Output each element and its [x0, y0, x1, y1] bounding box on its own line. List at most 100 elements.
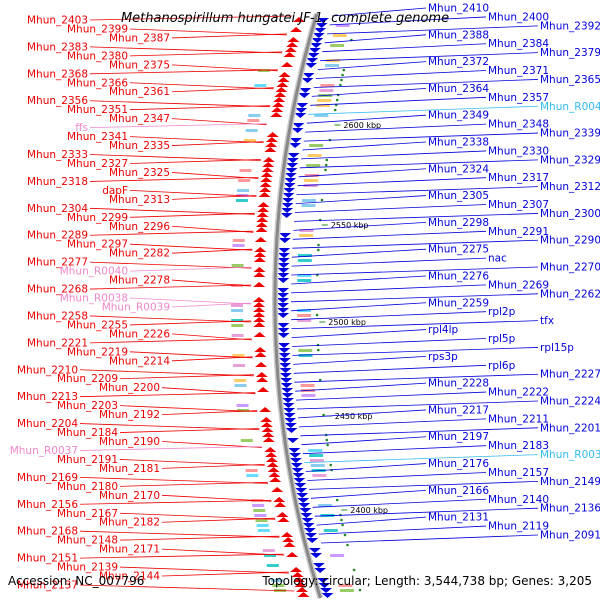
gene-label-mhun-2324[interactable]: Mhun_2324	[428, 163, 489, 175]
gene-label-mhun-2191[interactable]: Mhun_2191	[57, 454, 118, 466]
gene-label-mhun-2380[interactable]: Mhun_2380	[67, 50, 128, 62]
gene-label-mhun-2383[interactable]: Mhun_2383	[27, 41, 88, 53]
gene-label-mhun-2366[interactable]: Mhun_2366	[67, 77, 128, 89]
gene-label-mhun-2131[interactable]: Mhun_2131	[428, 512, 489, 524]
gene-label-mhun-2200[interactable]: Mhun_2200	[99, 382, 160, 394]
gene-label-mhun-2379[interactable]: Mhun_2379	[540, 47, 600, 59]
gene-label-mhun-2298[interactable]: Mhun_2298	[428, 217, 489, 229]
gene-label-mhun-2183[interactable]: Mhun_2183	[488, 440, 549, 452]
gene-label-mhun-2392[interactable]: Mhun_2392	[540, 20, 600, 32]
gene-label-rpl2p[interactable]: rpl2p	[488, 306, 516, 318]
gene-label-mhun-2203[interactable]: Mhun_2203	[57, 400, 118, 412]
gene-label-mhun-2166[interactable]: Mhun_2166	[428, 485, 489, 497]
gene-label-mhun-2221[interactable]: Mhun_2221	[27, 337, 88, 349]
gene-label-mhun-2305[interactable]: Mhun_2305	[428, 190, 489, 202]
gene-label-mhun-2167[interactable]: Mhun_2167	[57, 508, 118, 520]
gene-label-mhun-2227[interactable]: Mhun_2227	[540, 369, 600, 381]
gene-label-mhun-2278[interactable]: Mhun_2278	[109, 275, 170, 287]
gene-label-mhun-2348[interactable]: Mhun_2348	[488, 119, 549, 131]
gene-label-mhun-2356[interactable]: Mhun_2356	[27, 95, 88, 107]
gene-label-mhun-2190[interactable]: Mhun_2190	[99, 436, 160, 448]
gene-label-mhun-2217[interactable]: Mhun_2217	[428, 404, 489, 416]
gene-label-mhun-2262[interactable]: Mhun_2262	[540, 288, 600, 300]
gene-label-mhun-2371[interactable]: Mhun_2371	[488, 65, 549, 77]
gene-label-mhun-2296[interactable]: Mhun_2296	[109, 221, 170, 233]
gene-label-mhun-2375[interactable]: Mhun_2375	[109, 59, 170, 71]
gene-label-mhun-2400[interactable]: Mhun_2400	[488, 11, 549, 23]
rna-label-mhun-r0039[interactable]: Mhun_R0039	[102, 301, 170, 313]
gene-label-mhun-2180[interactable]: Mhun_2180	[57, 481, 118, 493]
gene-label-mhun-2300[interactable]: Mhun_2300	[540, 208, 600, 220]
gene-label-mhun-2364[interactable]: Mhun_2364	[428, 83, 489, 95]
gene-label-mhun-2269[interactable]: Mhun_2269	[488, 279, 549, 291]
gene-label-mhun-2388[interactable]: Mhun_2388	[428, 29, 489, 41]
gene-label-mhun-2289[interactable]: Mhun_2289	[27, 230, 88, 242]
gene-label-mhun-2192[interactable]: Mhun_2192	[99, 409, 160, 421]
gene-label-rpl15p[interactable]: rpl15p	[540, 342, 574, 354]
gene-label-mhun-2211[interactable]: Mhun_2211	[488, 413, 549, 425]
gene-label-mhun-2213[interactable]: Mhun_2213	[17, 391, 78, 403]
gene-label-mhun-2157[interactable]: Mhun_2157	[488, 467, 549, 479]
gene-label-mhun-2224[interactable]: Mhun_2224	[540, 396, 600, 408]
gene-label-mhun-2307[interactable]: Mhun_2307	[488, 199, 549, 211]
rna-label-ffs[interactable]: ffs	[75, 122, 88, 134]
gene-label-mhun-2144[interactable]: Mhun_2144	[99, 571, 160, 583]
gene-label-mhun-2149[interactable]: Mhun_2149	[540, 476, 600, 488]
gene-label-mhun-2170[interactable]: Mhun_2170	[99, 490, 160, 502]
gene-label-mhun-2228[interactable]: Mhun_2228	[428, 378, 489, 390]
gene-label-mhun-2276[interactable]: Mhun_2276	[428, 270, 489, 282]
gene-label-mhun-2329[interactable]: Mhun_2329	[540, 154, 600, 166]
gene-label-mhun-2275[interactable]: Mhun_2275	[428, 244, 489, 256]
gene-label-dapf[interactable]: dapF	[102, 185, 128, 197]
gene-label-mhun-2270[interactable]: Mhun_2270	[540, 262, 600, 274]
gene-label-mhun-2349[interactable]: Mhun_2349	[428, 110, 489, 122]
gene-label-mhun-2341[interactable]: Mhun_2341	[67, 131, 128, 143]
gene-label-mhun-2290[interactable]: Mhun_2290	[540, 235, 600, 247]
gene-label-mhun-2304[interactable]: Mhun_2304	[27, 203, 88, 215]
gene-label-mhun-2184[interactable]: Mhun_2184	[57, 427, 118, 439]
gene-label-mhun-2318[interactable]: Mhun_2318	[27, 176, 88, 188]
gene-label-nac[interactable]: nac	[488, 253, 507, 265]
gene-label-mhun-2197[interactable]: Mhun_2197	[428, 431, 489, 443]
gene-label-mhun-2259[interactable]: Mhun_2259	[428, 297, 489, 309]
gene-label-rpl6p[interactable]: rpl6p	[488, 360, 516, 372]
gene-label-mhun-2277[interactable]: Mhun_2277	[27, 257, 88, 269]
gene-label-mhun-2156[interactable]: Mhun_2156	[17, 499, 78, 511]
gene-label-rps3p[interactable]: rps3p	[428, 351, 458, 363]
gene-label-mhun-2399[interactable]: Mhun_2399	[67, 23, 128, 35]
gene-label-mhun-2169[interactable]: Mhun_2169	[17, 472, 78, 484]
gene-label-mhun-2282[interactable]: Mhun_2282	[109, 248, 170, 260]
gene-label-mhun-2176[interactable]: Mhun_2176	[428, 458, 489, 470]
gene-label-mhun-2361[interactable]: Mhun_2361	[109, 86, 170, 98]
gene-label-mhun-2325[interactable]: Mhun_2325	[109, 167, 170, 179]
gene-label-mhun-2119[interactable]: Mhun_2119	[488, 521, 549, 533]
rna-label-mhun-r0038[interactable]: Mhun_R0038	[60, 293, 128, 305]
gene-label-mhun-2357[interactable]: Mhun_2357	[488, 92, 549, 104]
gene-label-mhun-2333[interactable]: Mhun_2333	[27, 149, 88, 161]
gene-label-mhun-2291[interactable]: Mhun_2291	[488, 226, 549, 238]
gene-label-mhun-2204[interactable]: Mhun_2204	[17, 418, 78, 430]
gene-label-mhun-2339[interactable]: Mhun_2339	[540, 128, 600, 140]
gene-label-mhun-2384[interactable]: Mhun_2384	[488, 38, 549, 50]
gene-label-mhun-2219[interactable]: Mhun_2219	[67, 346, 128, 358]
gene-label-mhun-2347[interactable]: Mhun_2347	[109, 113, 170, 125]
gene-label-mhun-2410[interactable]: Mhun_2410	[428, 3, 489, 15]
gene-label-mhun-2209[interactable]: Mhun_2209	[57, 373, 118, 385]
gene-label-mhun-2091[interactable]: Mhun_2091	[540, 530, 600, 542]
gene-label-mhun-2335[interactable]: Mhun_2335	[109, 140, 170, 152]
gene-label-mhun-2210[interactable]: Mhun_2210	[17, 364, 78, 376]
rna-label-mhun-r0045[interactable]: Mhun_R0045	[540, 101, 600, 113]
gene-label-mhun-2201[interactable]: Mhun_2201	[540, 422, 600, 434]
gene-label-mhun-2168[interactable]: Mhun_2168	[17, 526, 78, 538]
rna-label-mhun-r0037[interactable]: Mhun_R0037	[10, 445, 78, 457]
gene-label-mhun-2330[interactable]: Mhun_2330	[488, 145, 549, 157]
gene-label-mhun-2365[interactable]: Mhun_2365	[540, 74, 600, 86]
gene-label-mhun-2222[interactable]: Mhun_2222	[488, 387, 549, 399]
gene-label-mhun-2148[interactable]: Mhun_2148	[57, 535, 118, 547]
gene-label-mhun-2226[interactable]: Mhun_2226	[109, 328, 170, 340]
gene-label-tfx[interactable]: tfx	[540, 315, 554, 327]
gene-label-mhun-2255[interactable]: Mhun_2255	[67, 319, 128, 331]
gene-label-mhun-2317[interactable]: Mhun_2317	[488, 172, 549, 184]
gene-label-mhun-2338[interactable]: Mhun_2338	[428, 136, 489, 148]
gene-label-mhun-2268[interactable]: Mhun_2268	[27, 284, 88, 296]
